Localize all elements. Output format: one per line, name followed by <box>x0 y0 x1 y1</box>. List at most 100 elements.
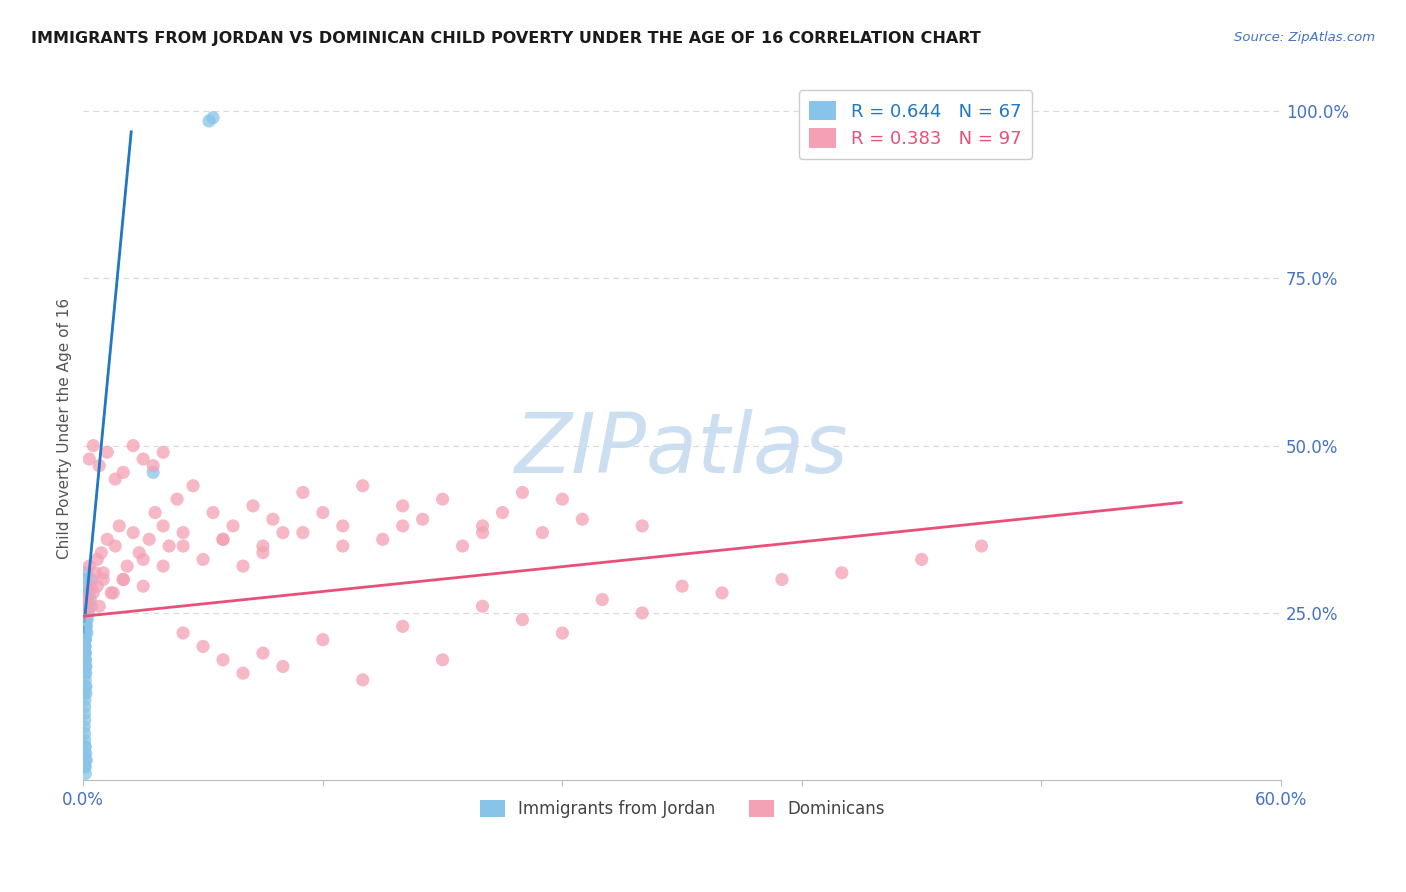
Point <box>132 452 155 467</box>
Point <box>86 579 108 593</box>
Point <box>143 506 166 520</box>
Point <box>91 573 114 587</box>
Point <box>152 445 174 459</box>
Point <box>212 533 235 547</box>
Point <box>75 766 97 780</box>
Point <box>73 626 96 640</box>
Point <box>75 753 97 767</box>
Y-axis label: Child Poverty Under the Age of 16: Child Poverty Under the Age of 16 <box>58 298 72 559</box>
Point <box>82 439 104 453</box>
Point <box>75 613 97 627</box>
Point <box>172 539 194 553</box>
Point <box>551 492 574 507</box>
Point <box>91 566 114 580</box>
Point <box>73 747 96 761</box>
Point <box>73 720 96 734</box>
Point <box>75 753 97 767</box>
Point <box>89 458 111 473</box>
Point <box>112 573 135 587</box>
Point <box>76 606 98 620</box>
Point <box>138 533 160 547</box>
Point <box>222 519 245 533</box>
Point <box>198 114 221 128</box>
Point <box>212 533 235 547</box>
Point <box>75 686 97 700</box>
Point <box>75 659 97 673</box>
Point <box>352 479 374 493</box>
Point <box>157 539 180 553</box>
Point <box>166 492 188 507</box>
Point <box>970 539 993 553</box>
Point <box>671 579 693 593</box>
Point <box>271 525 294 540</box>
Point <box>76 613 98 627</box>
Point <box>90 546 112 560</box>
Point <box>75 653 97 667</box>
Point <box>332 539 354 553</box>
Point <box>191 640 214 654</box>
Point <box>202 506 225 520</box>
Point <box>73 693 96 707</box>
Point <box>770 573 793 587</box>
Point <box>75 760 97 774</box>
Point <box>84 566 107 580</box>
Point <box>75 613 97 627</box>
Point <box>73 699 96 714</box>
Point <box>312 632 335 647</box>
Point <box>491 506 513 520</box>
Point <box>831 566 853 580</box>
Point <box>631 519 654 533</box>
Point <box>75 579 97 593</box>
Point <box>86 552 108 566</box>
Point <box>172 525 194 540</box>
Point <box>77 559 100 574</box>
Point <box>75 592 97 607</box>
Point <box>711 586 734 600</box>
Point <box>80 599 103 614</box>
Point <box>79 592 101 607</box>
Point <box>75 626 97 640</box>
Point <box>391 499 413 513</box>
Text: IMMIGRANTS FROM JORDAN VS DOMINICAN CHILD POVERTY UNDER THE AGE OF 16 CORRELATIO: IMMIGRANTS FROM JORDAN VS DOMINICAN CHIL… <box>31 31 980 46</box>
Point <box>75 640 97 654</box>
Point <box>291 485 314 500</box>
Point <box>112 466 135 480</box>
Point <box>112 573 135 587</box>
Point <box>142 466 165 480</box>
Point <box>75 632 97 647</box>
Point <box>252 646 274 660</box>
Point <box>75 619 97 633</box>
Point <box>103 586 125 600</box>
Point <box>291 525 314 540</box>
Point <box>122 525 145 540</box>
Point <box>75 613 97 627</box>
Point <box>252 539 274 553</box>
Point <box>371 533 394 547</box>
Point <box>75 626 97 640</box>
Point <box>75 673 97 687</box>
Point <box>75 619 97 633</box>
Point <box>82 586 104 600</box>
Point <box>108 519 131 533</box>
Point <box>212 653 235 667</box>
Point <box>73 653 96 667</box>
Point <box>75 566 97 580</box>
Point <box>80 579 103 593</box>
Point <box>104 472 127 486</box>
Point <box>132 552 155 566</box>
Point <box>80 573 103 587</box>
Point <box>571 512 593 526</box>
Point <box>73 619 96 633</box>
Point <box>232 559 254 574</box>
Point <box>75 606 97 620</box>
Point <box>75 653 97 667</box>
Point <box>551 626 574 640</box>
Point <box>471 519 494 533</box>
Point <box>152 519 174 533</box>
Point <box>512 485 534 500</box>
Point <box>631 606 654 620</box>
Point <box>132 579 155 593</box>
Point <box>75 626 97 640</box>
Point <box>73 713 96 727</box>
Point <box>142 458 165 473</box>
